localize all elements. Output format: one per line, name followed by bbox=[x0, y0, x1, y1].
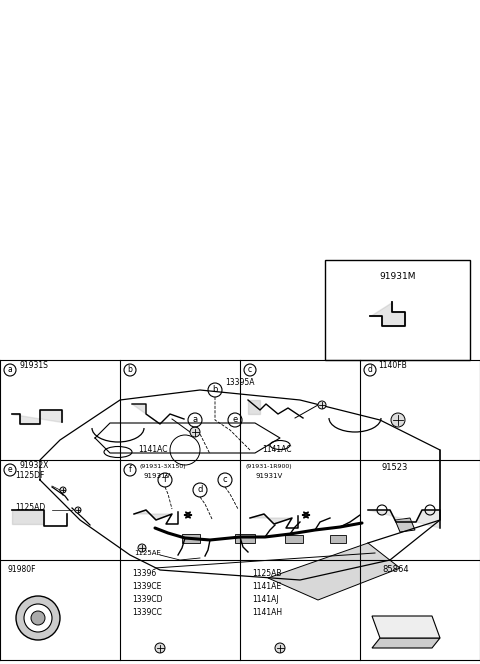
Text: 1125AE: 1125AE bbox=[134, 550, 161, 556]
Text: c: c bbox=[223, 475, 228, 485]
Text: 1339CD: 1339CD bbox=[132, 595, 163, 604]
Text: a: a bbox=[192, 416, 198, 424]
Text: 1339CC: 1339CC bbox=[132, 608, 162, 617]
Text: 1141AC: 1141AC bbox=[138, 445, 168, 454]
Text: 13395A: 13395A bbox=[225, 378, 254, 387]
Polygon shape bbox=[250, 514, 292, 524]
Text: 1141AC: 1141AC bbox=[262, 445, 291, 454]
Polygon shape bbox=[395, 518, 415, 532]
Circle shape bbox=[75, 507, 81, 513]
Text: c: c bbox=[248, 365, 252, 374]
Text: 1140FB: 1140FB bbox=[378, 361, 407, 370]
Text: (91931-1R900): (91931-1R900) bbox=[245, 464, 292, 469]
Circle shape bbox=[190, 427, 200, 437]
Circle shape bbox=[391, 413, 405, 427]
Bar bbox=[285, 535, 303, 543]
Polygon shape bbox=[268, 543, 400, 600]
Circle shape bbox=[318, 401, 326, 409]
Polygon shape bbox=[134, 510, 172, 520]
Polygon shape bbox=[248, 400, 260, 414]
Text: 91932X: 91932X bbox=[20, 461, 49, 470]
Bar bbox=[235, 534, 255, 543]
Text: 1125AD: 1125AD bbox=[15, 503, 45, 512]
Text: 91523: 91523 bbox=[382, 463, 408, 472]
Polygon shape bbox=[370, 302, 405, 326]
Text: d: d bbox=[368, 365, 372, 374]
Text: 1141AJ: 1141AJ bbox=[252, 595, 278, 604]
Circle shape bbox=[275, 643, 285, 653]
Circle shape bbox=[16, 596, 60, 640]
Text: 91931M: 91931M bbox=[379, 272, 416, 281]
Text: f: f bbox=[129, 465, 132, 475]
Text: 85864: 85864 bbox=[382, 565, 408, 574]
Text: 1125AB: 1125AB bbox=[252, 569, 281, 578]
Polygon shape bbox=[132, 404, 160, 424]
Text: 91980F: 91980F bbox=[8, 565, 36, 574]
Polygon shape bbox=[368, 510, 440, 528]
Text: b: b bbox=[212, 386, 218, 394]
Polygon shape bbox=[12, 410, 62, 424]
Bar bbox=[330, 535, 346, 543]
Text: a: a bbox=[8, 365, 12, 374]
Circle shape bbox=[155, 643, 165, 653]
Circle shape bbox=[60, 487, 66, 493]
Polygon shape bbox=[12, 510, 44, 524]
Polygon shape bbox=[372, 616, 440, 638]
Text: (91931-3X150): (91931-3X150) bbox=[140, 464, 187, 469]
Text: 1141AE: 1141AE bbox=[252, 582, 281, 591]
Text: 13396: 13396 bbox=[132, 569, 156, 578]
Circle shape bbox=[138, 544, 146, 552]
Text: b: b bbox=[128, 365, 132, 374]
Text: e: e bbox=[8, 465, 12, 475]
Text: 91931V: 91931V bbox=[144, 473, 171, 479]
Text: 91931S: 91931S bbox=[20, 361, 49, 370]
Circle shape bbox=[31, 611, 45, 625]
Text: 91931V: 91931V bbox=[256, 473, 283, 479]
Text: f: f bbox=[164, 475, 167, 485]
Circle shape bbox=[24, 604, 52, 632]
Text: 1125DF: 1125DF bbox=[15, 471, 44, 480]
Text: e: e bbox=[232, 416, 238, 424]
Bar bbox=[325, 260, 470, 360]
Bar bbox=[182, 534, 200, 543]
Polygon shape bbox=[372, 638, 440, 648]
Text: 1141AH: 1141AH bbox=[252, 608, 282, 617]
Text: d: d bbox=[197, 485, 203, 495]
Text: 1339CE: 1339CE bbox=[132, 582, 161, 591]
